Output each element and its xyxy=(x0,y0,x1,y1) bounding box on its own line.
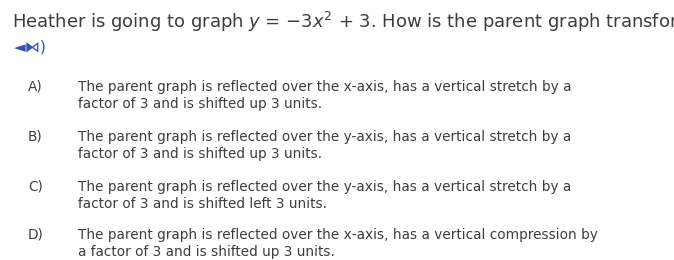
Text: The parent graph is reflected over the y-axis, has a vertical stretch by a: The parent graph is reflected over the y… xyxy=(78,130,572,144)
Text: The parent graph is reflected over the y-axis, has a vertical stretch by a: The parent graph is reflected over the y… xyxy=(78,180,572,194)
Text: factor of 3 and is shifted left 3 units.: factor of 3 and is shifted left 3 units. xyxy=(78,197,327,211)
Text: A): A) xyxy=(28,80,42,94)
Text: ◄⧑): ◄⧑) xyxy=(14,40,47,55)
Text: factor of 3 and is shifted up 3 units.: factor of 3 and is shifted up 3 units. xyxy=(78,97,322,111)
Text: Heather is going to graph $\it{y}$ = $-3x^{2}$ + 3. How is the parent graph tran: Heather is going to graph $\it{y}$ = $-3… xyxy=(12,10,674,34)
Text: The parent graph is reflected over the x-axis, has a vertical stretch by a: The parent graph is reflected over the x… xyxy=(78,80,572,94)
Text: B): B) xyxy=(28,130,42,144)
Text: D): D) xyxy=(28,228,44,242)
Text: C): C) xyxy=(28,180,43,194)
Text: The parent graph is reflected over the x-axis, has a vertical compression by: The parent graph is reflected over the x… xyxy=(78,228,598,242)
Text: a factor of 3 and is shifted up 3 units.: a factor of 3 and is shifted up 3 units. xyxy=(78,245,335,259)
Text: factor of 3 and is shifted up 3 units.: factor of 3 and is shifted up 3 units. xyxy=(78,147,322,161)
